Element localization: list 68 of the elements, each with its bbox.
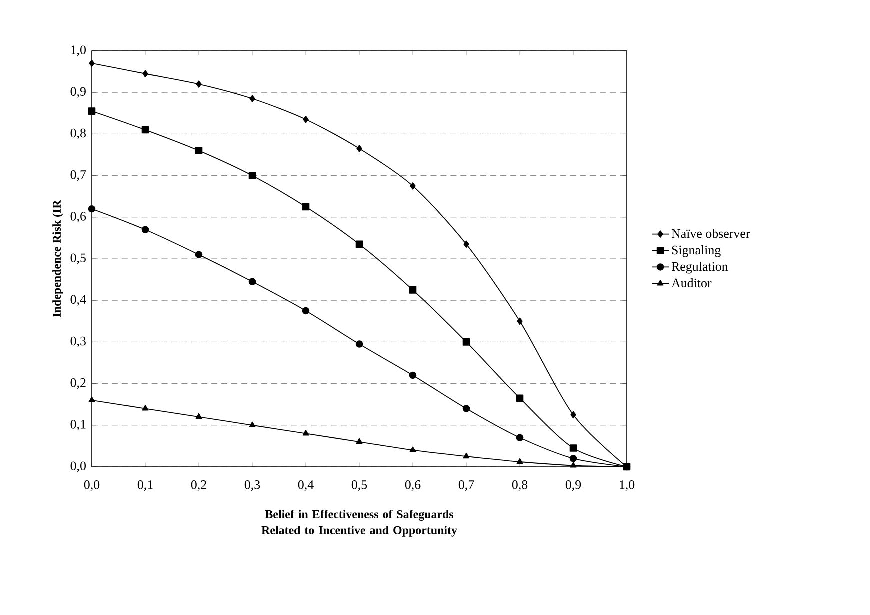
point	[516, 394, 524, 402]
point	[302, 430, 310, 436]
x-tick-label: 0,6	[405, 480, 421, 492]
point	[462, 338, 470, 346]
point	[409, 286, 417, 294]
point	[248, 278, 256, 286]
point	[195, 147, 203, 154]
point	[88, 108, 96, 115]
x-tick-label: 0,5	[352, 480, 368, 492]
x-tick-label: 0,8	[512, 480, 528, 492]
point	[410, 446, 416, 452]
y-tick-label: 0,6	[70, 212, 86, 223]
y-tick-label: 0,4	[70, 295, 86, 306]
point	[248, 172, 256, 180]
point	[463, 452, 470, 459]
point	[196, 413, 202, 420]
point	[142, 226, 150, 234]
x-tick-label: 0,3	[244, 480, 260, 492]
point	[88, 396, 96, 402]
x-tick-label: 0,0	[84, 480, 100, 492]
point	[89, 60, 95, 68]
y-tick-label: 0,1	[70, 420, 86, 431]
point	[356, 438, 363, 444]
point	[142, 126, 150, 134]
x-tick-label: 0,7	[458, 480, 474, 492]
point	[517, 318, 523, 326]
point	[302, 307, 310, 315]
point	[249, 422, 256, 428]
y-tick-label: 0,5	[70, 254, 86, 264]
point	[356, 340, 364, 348]
point	[410, 182, 416, 190]
y-tick-label: 0,2	[70, 378, 86, 390]
legend-label: Naïve observer	[672, 229, 750, 238]
point	[250, 95, 256, 102]
point	[142, 70, 148, 78]
point	[409, 372, 417, 380]
x-tick-label: 1,0	[620, 480, 635, 492]
point	[516, 434, 524, 442]
x-tick-label: 0,9	[566, 480, 582, 492]
y-tick-label: 0,3	[70, 336, 86, 348]
y-tick-label: 1,0	[71, 46, 86, 56]
point	[516, 458, 524, 464]
x-tick-label: 0,1	[138, 480, 153, 492]
x-tick-label: 0,4	[298, 480, 314, 492]
point	[356, 240, 364, 248]
point	[302, 203, 310, 211]
point	[570, 444, 578, 452]
point	[464, 240, 470, 248]
y-tick-label: 0,9	[70, 87, 86, 98]
point	[196, 80, 202, 88]
x-tick-label: 0,2	[191, 480, 206, 492]
point	[142, 405, 149, 411]
point	[570, 462, 577, 468]
point	[303, 116, 309, 124]
point	[88, 205, 96, 213]
y-tick-label: 0,8	[70, 128, 86, 140]
point	[195, 251, 203, 258]
point	[570, 455, 578, 462]
point	[356, 145, 362, 152]
y-tick-label: 0,0	[70, 462, 86, 472]
y-axis-title: Independence Risk (IR	[52, 200, 64, 318]
legend-label: Regulation	[672, 262, 728, 274]
point	[462, 405, 470, 412]
point	[570, 411, 576, 419]
legend-label: Signaling	[672, 246, 721, 258]
y-tick-label: 0,7	[70, 170, 86, 182]
legend-label: Auditor	[672, 278, 712, 288]
x-axis-title: Belief in Effectiveness of Safeguards Related to Incentive and Opportunity	[262, 510, 458, 537]
